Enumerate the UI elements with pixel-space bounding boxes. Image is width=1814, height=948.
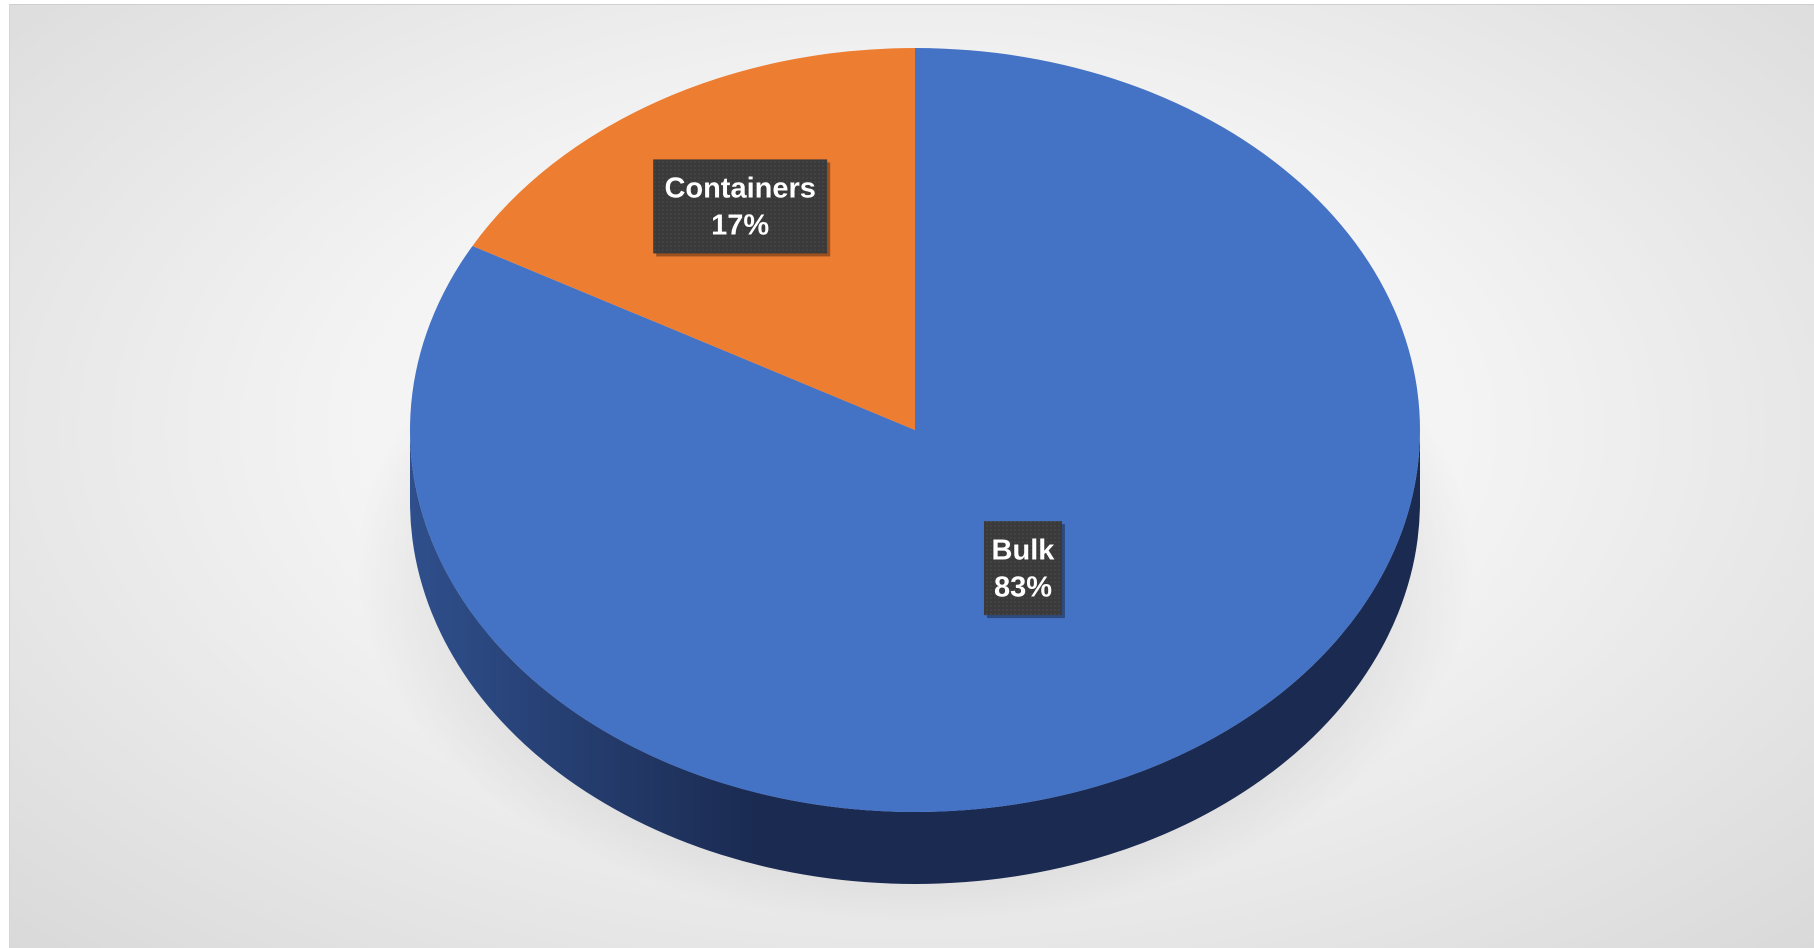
- pie-slice-bulk: [410, 48, 1420, 813]
- data-label-box: [983, 521, 1062, 616]
- data-label-box: [653, 159, 828, 254]
- data-label-category: Containers: [664, 173, 815, 205]
- data-label-containers: Containers 17%: [653, 159, 831, 257]
- chart-area: Bulk 83% Containers 17%: [9, 4, 1814, 948]
- pie-chart: Bulk 83% Containers 17%: [355, 48, 1475, 925]
- data-label-bulk: Bulk 83%: [983, 521, 1065, 619]
- pie-side-wall: [410, 430, 1420, 884]
- data-label-category: Bulk: [992, 534, 1056, 566]
- data-label-percent: 17%: [711, 210, 769, 242]
- data-label-percent: 83%: [994, 571, 1052, 603]
